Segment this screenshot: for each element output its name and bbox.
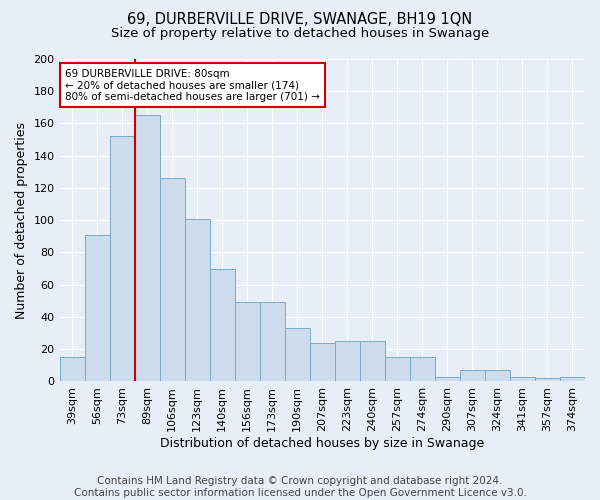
Bar (360, 341, 385, 382)
Bar (310, 343, 335, 382)
Bar (335, 341, 360, 382)
Bar (535, 378, 560, 382)
Bar (435, 376, 460, 382)
Text: 69, DURBERVILLE DRIVE, SWANAGE, BH19 1QN: 69, DURBERVILLE DRIVE, SWANAGE, BH19 1QN (127, 12, 473, 28)
Bar (285, 328, 310, 382)
Bar (134, 116, 160, 382)
Bar (410, 358, 435, 382)
Bar (59, 358, 85, 382)
Bar (485, 370, 510, 382)
Bar (385, 358, 410, 382)
Bar (209, 268, 235, 382)
Bar (260, 302, 285, 382)
Y-axis label: Number of detached properties: Number of detached properties (15, 122, 28, 318)
Bar (160, 178, 185, 382)
Bar (460, 370, 485, 382)
Bar (110, 136, 134, 382)
Bar (560, 376, 585, 382)
X-axis label: Distribution of detached houses by size in Swanage: Distribution of detached houses by size … (160, 437, 484, 450)
Text: 69 DURBERVILLE DRIVE: 80sqm
← 20% of detached houses are smaller (174)
80% of se: 69 DURBERVILLE DRIVE: 80sqm ← 20% of det… (65, 68, 320, 102)
Text: Contains HM Land Registry data © Crown copyright and database right 2024.
Contai: Contains HM Land Registry data © Crown c… (74, 476, 526, 498)
Bar (185, 218, 209, 382)
Bar (235, 302, 260, 382)
Bar (85, 234, 110, 382)
Text: Size of property relative to detached houses in Swanage: Size of property relative to detached ho… (111, 28, 489, 40)
Bar (510, 376, 535, 382)
